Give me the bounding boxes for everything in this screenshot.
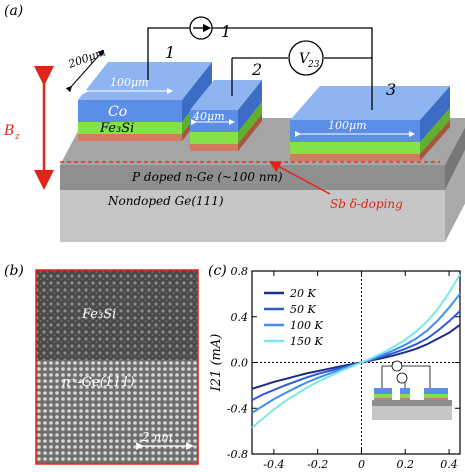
y-tick-label: -0.4 (227, 402, 248, 415)
legend-label: 150 K (290, 335, 323, 348)
panel-b-label: (b) (4, 263, 24, 279)
inset-contact-co (400, 388, 410, 394)
co-label: Co (108, 104, 127, 120)
inset-contact-co (424, 388, 448, 394)
contact-3 (290, 86, 450, 161)
substrate-label: Nondoped Ge(111) (107, 194, 224, 208)
dim-100-left-label: 100μm (110, 76, 149, 89)
inset-wire (381, 365, 431, 388)
y-tick-label: 0.0 (231, 357, 249, 370)
contact-2-number: 2 (251, 60, 262, 79)
legend-label: 20 K (289, 287, 316, 300)
wire-right (212, 27, 373, 110)
dim-200-arrow (65, 49, 104, 93)
y-tick-label: 0.8 (231, 265, 249, 278)
y-axis-label: I21 (mA) (209, 334, 224, 393)
voltmeter-label: V (299, 51, 311, 67)
y-tick-label: -0.8 (227, 448, 248, 461)
inset-contact-fe3si (400, 394, 410, 398)
wire-left (147, 27, 190, 80)
sb-arrow (268, 161, 331, 195)
field-subscript: z (14, 132, 20, 142)
inset-contact-sb (374, 398, 392, 400)
x-tick-label: 0.4 (440, 458, 458, 471)
substrate-side (445, 150, 465, 242)
fe3si-label: Fe₃Si (99, 121, 134, 136)
sb-label: Sb δ-doping (330, 197, 403, 211)
inset-substrate (372, 406, 452, 420)
inset-doped (372, 400, 452, 406)
dim-200-label: 200μm (66, 45, 108, 71)
pdoped-front (60, 165, 445, 190)
tem-label-ge: n⁺-Ge(111) (62, 375, 135, 390)
contact-3-number: 3 (386, 80, 396, 99)
field-label: B (3, 123, 14, 139)
dim-100-right-label: 100μm (328, 119, 367, 132)
device-schematic: V 23 1 1 2 3 200μm 100μm 40μm 100μm Co F… (3, 16, 465, 242)
inset-contact-co (374, 388, 392, 394)
inset-contact-sb (424, 398, 448, 400)
pdoped-label: P doped n-Ge (~100 nm) (131, 170, 283, 184)
pdoped-side (445, 127, 465, 190)
legend-label: 100 K (290, 319, 323, 332)
iv-chart: -0.4-0.200.20.4-0.8-0.40.00.40.8V21 (V)I… (209, 265, 461, 471)
voltmeter-icon (288, 40, 324, 76)
panel-a-label: (a) (4, 3, 23, 19)
inset-contact-sb (400, 398, 410, 400)
series-line-20k (251, 323, 461, 390)
tem-frame (35, 269, 199, 465)
legend-label: 50 K (290, 303, 316, 316)
contact-2 (190, 80, 262, 151)
x-tick-label: -0.4 (263, 458, 284, 471)
tem-image: Fe₃Si n⁺-Ge(111) 2 nm (35, 269, 199, 465)
substrate-front (60, 190, 445, 242)
dim-40-label: 40μm (192, 110, 225, 123)
x-tick-label: 0 (358, 458, 365, 471)
panel-c-label: (c) (208, 263, 227, 279)
tem-scale-label: 2 nm (141, 430, 173, 444)
y-tick-label: 0.4 (231, 311, 249, 324)
inset-contact-fe3si (424, 394, 448, 398)
x-tick-label: -0.2 (307, 458, 328, 471)
voltmeter-subscript: 23 (307, 60, 320, 70)
x-tick-label: 0.2 (397, 458, 415, 471)
contact-1-number: 1 (165, 43, 175, 62)
meter-number: 1 (221, 22, 231, 41)
inset-voltmeter-icon (396, 372, 408, 384)
inset-source-icon (391, 360, 403, 372)
inset-contact-fe3si (374, 394, 392, 398)
series-line-150k (251, 273, 461, 429)
tem-label-fe3si: Fe₃Si (81, 307, 116, 322)
